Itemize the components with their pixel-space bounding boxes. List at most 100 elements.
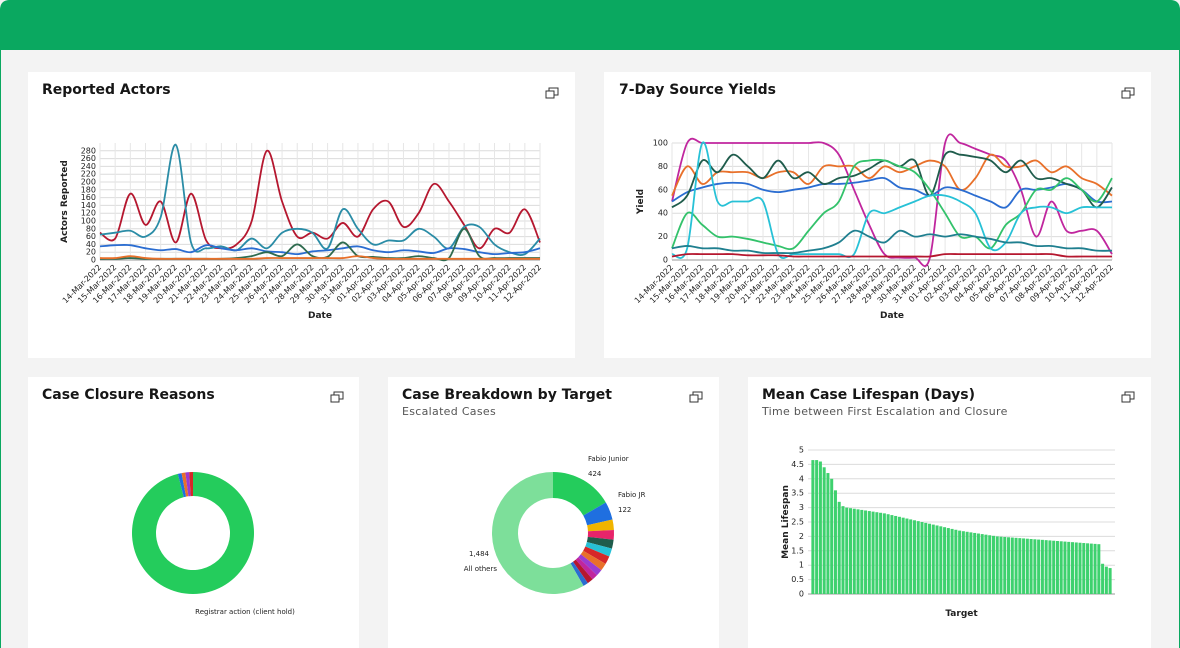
card (28, 72, 575, 358)
bar (890, 515, 894, 594)
bar (1055, 541, 1059, 594)
pie-slice (578, 554, 602, 576)
y-axis-title: Yield (636, 189, 646, 215)
bar (1082, 543, 1086, 594)
bar (924, 522, 928, 594)
series-line (671, 133, 1113, 267)
bar (1048, 540, 1052, 594)
bar (882, 513, 886, 594)
bar (826, 473, 830, 594)
bar (815, 460, 819, 594)
y-axis-title: Mean Lifespan (781, 485, 791, 559)
pie-slice (585, 541, 612, 557)
bar (995, 536, 999, 594)
expand-icon[interactable] (330, 391, 344, 403)
series-line (671, 158, 1113, 251)
bar (1033, 539, 1037, 594)
bar (958, 530, 962, 594)
bar (822, 467, 826, 594)
bar (1044, 540, 1048, 594)
card-subtitle: Escalated Cases (402, 405, 496, 418)
bar (1093, 543, 1097, 594)
x-axis-title: Target (945, 609, 978, 619)
expand-icon[interactable] (545, 87, 559, 99)
pie-slice (575, 557, 597, 580)
bar (980, 534, 984, 594)
bar (1059, 541, 1063, 594)
bar (1052, 540, 1056, 594)
y-tick-label: 2 (799, 532, 804, 541)
bar (943, 527, 947, 594)
bar (912, 520, 916, 594)
bar (920, 522, 924, 594)
expand-icon[interactable] (1121, 391, 1135, 403)
bar (1108, 568, 1112, 594)
bar (897, 516, 901, 594)
y-tick-label: 160 (81, 193, 96, 202)
expand-icon[interactable] (689, 391, 703, 403)
bar (1029, 538, 1033, 594)
bar (1074, 542, 1078, 594)
pie-slice (586, 536, 614, 549)
y-tick-label: 40 (86, 240, 96, 249)
pie-slice (492, 472, 584, 594)
slice-label: All others (464, 565, 498, 573)
series-line (99, 244, 541, 256)
x-axis-title: Date (308, 311, 332, 321)
card (388, 377, 719, 648)
y-tick-label: 0 (799, 590, 804, 599)
series-line (671, 141, 1112, 259)
bar (871, 511, 875, 594)
y-tick-label: 1 (799, 561, 804, 570)
card (28, 377, 359, 648)
y-tick-label: 260 (81, 154, 96, 163)
pie-slice (583, 502, 613, 526)
y-tick-label: 4 (799, 474, 804, 483)
card-subtitle: Time between First Escalation and Closur… (761, 405, 1008, 418)
bar (1097, 544, 1101, 594)
header-bar (0, 0, 1180, 50)
y-tick-label: 200 (81, 178, 96, 187)
bar (1101, 563, 1105, 594)
pie-slice (587, 529, 614, 540)
card-title: Case Closure Reasons (42, 387, 215, 403)
pie-slice (580, 550, 606, 571)
y-tick-label: 20 (658, 232, 668, 241)
card-title: Reported Actors (42, 82, 171, 98)
pie-slice (572, 559, 593, 584)
y-tick-label: 80 (658, 162, 668, 171)
card-title: Case Breakdown by Target (402, 387, 612, 403)
bar (950, 528, 954, 594)
card-title: 7-Day Source Yields (619, 82, 776, 98)
bar (928, 523, 932, 594)
bar (1003, 536, 1007, 594)
bar (1040, 539, 1044, 594)
y-tick-label: 140 (81, 201, 96, 210)
bar (984, 534, 988, 594)
bar (965, 531, 969, 594)
expand-icon[interactable] (1121, 87, 1135, 99)
bar (1063, 541, 1067, 594)
y-tick-label: 100 (81, 217, 96, 226)
bar (875, 512, 879, 594)
pie-slice (132, 472, 254, 594)
expand-icons (330, 87, 1135, 403)
bar (894, 515, 898, 594)
series-line (99, 144, 541, 256)
bar (1078, 542, 1082, 594)
bar (845, 507, 849, 594)
bar (1014, 537, 1018, 594)
pie-slice (177, 473, 187, 498)
bar (867, 511, 871, 594)
bar (1104, 566, 1108, 594)
slice-label: Fabio JR (618, 491, 646, 499)
bar (837, 501, 841, 594)
bar (999, 536, 1003, 594)
series-line (671, 229, 1113, 255)
bar (988, 535, 992, 594)
pie-slice (587, 519, 614, 532)
series-line (99, 255, 540, 260)
bar (905, 518, 909, 594)
y-tick-label: 0 (91, 256, 96, 265)
